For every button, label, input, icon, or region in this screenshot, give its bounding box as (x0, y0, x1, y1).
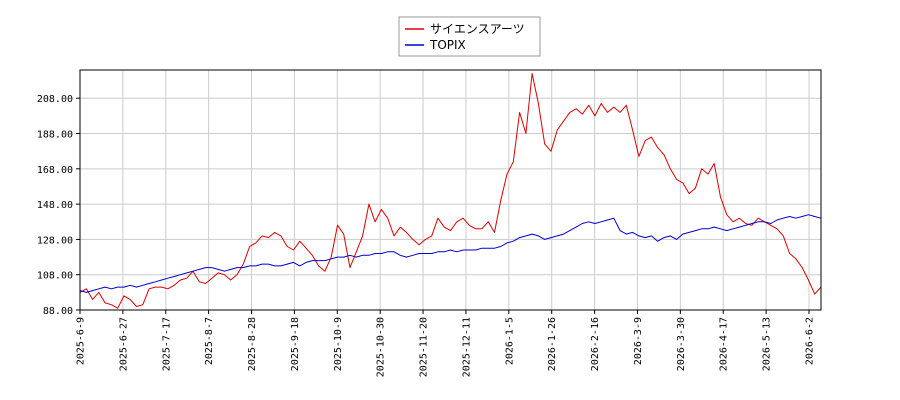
y-tick-label: 88.00 (43, 306, 73, 317)
x-axis: 2025-6-9 2025-6-27 2025-7-17 2025-8-7 2025-8… (76, 310, 816, 377)
y-tick-label: 148.00 (37, 200, 73, 211)
x-tick-label: 2025-7-17 (161, 317, 172, 371)
x-tick-label: 2025-6-27 (118, 317, 129, 371)
x-tick-label: 2025-11-20 (419, 317, 430, 377)
plot-frame (79, 69, 822, 311)
x-tick-label: 2026-6-2 (805, 317, 816, 365)
x-tick-label: 2026-1-26 (547, 317, 558, 371)
y-tick-label: 128.00 (37, 235, 73, 246)
x-tick-label: 2025-10-9 (333, 317, 344, 371)
grid-lines (79, 70, 821, 311)
x-tick-label: 2025-8-28 (247, 317, 258, 371)
x-tick-label: 2026-1-5 (504, 317, 515, 365)
y-tick-label: 108.00 (37, 271, 73, 282)
x-tick-label: 2026-5-13 (762, 317, 773, 371)
y-tick-label: 188.00 (37, 130, 73, 141)
y-tick-label: 208.00 (37, 94, 73, 105)
x-tick-label: 2026-4-17 (719, 317, 730, 371)
legend: サイエンスアーツ TOPIX (398, 16, 541, 57)
legend-label-series-2: TOPIX (429, 38, 466, 52)
plot-series (79, 73, 822, 309)
x-tick-label: 2025-9-18 (290, 317, 301, 371)
series-line-1 (79, 73, 822, 309)
y-axis: 88.00 108.00 128.00 148.00 168.00 188.00 208.0… (37, 94, 80, 317)
x-tick-label: 2026-2-16 (590, 317, 601, 371)
x-tick-label: 2026-3-30 (676, 317, 687, 371)
x-tick-label: 2025-6-9 (76, 317, 87, 365)
y-tick-label: 168.00 (37, 165, 73, 176)
x-tick-label: 2026-3-9 (633, 317, 644, 365)
x-tick-label: 2025-10-30 (376, 317, 387, 377)
legend-label-series-1: サイエンスアーツ (430, 22, 525, 36)
x-tick-label: 2025-8-7 (204, 317, 215, 365)
legend-box (398, 16, 541, 57)
series-line-2 (79, 214, 822, 293)
x-tick-label: 2025-12-11 (461, 317, 472, 377)
